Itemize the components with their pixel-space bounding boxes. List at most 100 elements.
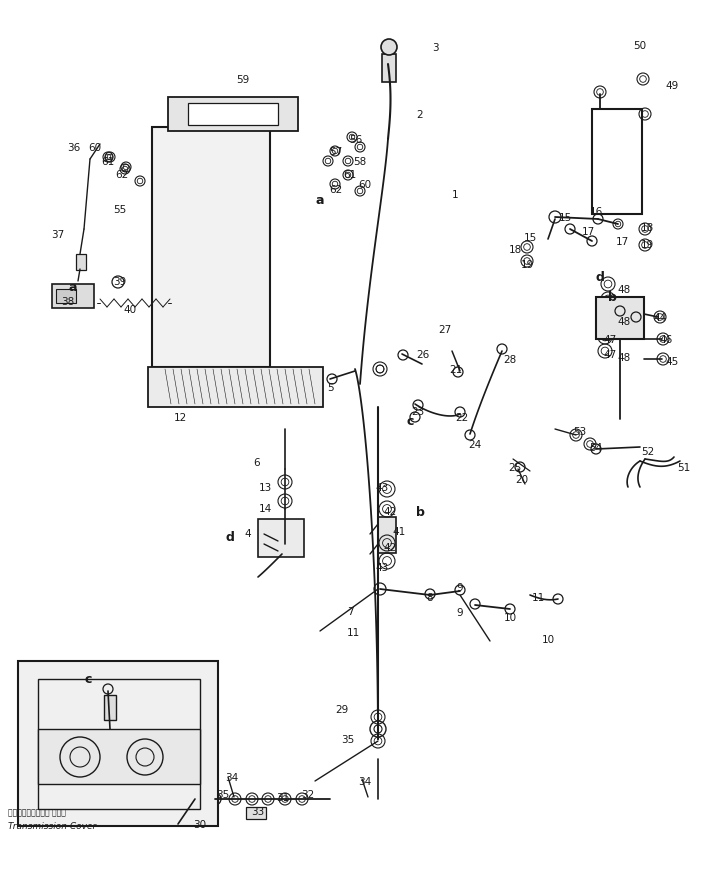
Bar [258, 520, 304, 557]
Text: 11: 11 [531, 593, 545, 602]
Text: 43: 43 [376, 482, 389, 493]
Text: 1: 1 [451, 189, 458, 200]
Text: 52: 52 [642, 447, 655, 456]
Text: a: a [316, 193, 324, 206]
Text: 10: 10 [503, 613, 517, 622]
Bar [38, 729, 200, 784]
Text: 4: 4 [245, 528, 251, 539]
Text: d: d [595, 271, 604, 284]
Text: 6: 6 [253, 457, 260, 468]
Text: 15: 15 [558, 213, 571, 222]
Text: 61: 61 [101, 156, 114, 167]
Text: 29: 29 [336, 704, 349, 714]
Text: 19: 19 [520, 260, 534, 269]
Text: 17: 17 [581, 227, 595, 236]
Text: 34: 34 [359, 776, 371, 786]
Text: トランスミッション カバー: トランスミッション カバー [8, 807, 66, 816]
Text: 2: 2 [417, 109, 423, 120]
Text: 51: 51 [677, 462, 691, 473]
Text: 50: 50 [633, 41, 647, 51]
Bar [18, 661, 218, 826]
Text: 12: 12 [173, 413, 187, 422]
Text: b: b [607, 291, 616, 304]
Text: 33: 33 [251, 806, 265, 816]
Text: 47: 47 [604, 335, 616, 345]
Bar [596, 298, 644, 340]
Text: 34: 34 [225, 773, 239, 782]
Text: 58: 58 [353, 156, 366, 167]
Text: d: d [225, 531, 234, 544]
Text: 25: 25 [508, 462, 522, 473]
Text: 22: 22 [456, 413, 469, 422]
Text: 32: 32 [301, 789, 314, 799]
Text: 35: 35 [341, 734, 355, 744]
Text: 49: 49 [665, 81, 679, 91]
Text: 9: 9 [457, 582, 463, 593]
Bar [148, 368, 323, 408]
Bar [378, 517, 396, 554]
Text: 42: 42 [383, 542, 397, 553]
Text: 60: 60 [359, 180, 371, 189]
Text: 44: 44 [654, 313, 667, 322]
Text: 48: 48 [617, 285, 630, 295]
Bar [76, 255, 86, 270]
Bar [52, 285, 94, 308]
Text: 20: 20 [515, 474, 529, 484]
Bar [382, 55, 396, 83]
Text: 28: 28 [503, 355, 517, 365]
Circle shape [381, 40, 397, 56]
Text: 62: 62 [115, 169, 128, 180]
Text: 41: 41 [392, 527, 406, 536]
Text: 35: 35 [216, 789, 230, 799]
Text: 56: 56 [350, 135, 363, 145]
Text: 39: 39 [114, 276, 126, 287]
Text: 24: 24 [468, 440, 482, 449]
Text: 18: 18 [640, 222, 654, 233]
Text: 55: 55 [114, 205, 126, 215]
Text: 40: 40 [124, 305, 137, 315]
Text: 42: 42 [383, 507, 397, 516]
Text: 47: 47 [604, 349, 616, 360]
Text: 57: 57 [329, 147, 343, 156]
Text: 18: 18 [508, 245, 522, 255]
Text: 43: 43 [376, 562, 389, 573]
Bar [592, 109, 642, 215]
Text: b: b [416, 505, 425, 518]
Bar [188, 104, 278, 126]
Text: 19: 19 [640, 240, 654, 249]
Text: 36: 36 [67, 143, 81, 153]
Text: 3: 3 [432, 43, 438, 53]
Text: 46: 46 [659, 335, 673, 345]
Bar [104, 695, 116, 720]
Text: 26: 26 [416, 349, 430, 360]
Text: 54: 54 [590, 442, 602, 453]
Text: 14: 14 [258, 503, 272, 514]
Text: 5: 5 [326, 382, 333, 393]
Text: 53: 53 [574, 427, 587, 436]
Text: c: c [84, 673, 92, 686]
Bar [38, 680, 200, 809]
Text: a: a [69, 282, 77, 295]
Text: 31: 31 [277, 792, 290, 802]
Bar [152, 128, 270, 368]
Text: 9: 9 [457, 607, 463, 617]
Text: 48: 48 [617, 316, 630, 327]
Text: 61: 61 [343, 169, 357, 180]
Text: 62: 62 [329, 185, 343, 195]
Text: 10: 10 [541, 634, 555, 644]
Text: 59: 59 [237, 75, 250, 85]
Bar [56, 289, 76, 303]
Text: 27: 27 [438, 325, 451, 335]
Bar [168, 98, 298, 132]
Text: 17: 17 [616, 236, 628, 247]
Text: 15: 15 [524, 233, 536, 242]
Text: 38: 38 [61, 296, 74, 307]
Text: 48: 48 [617, 353, 630, 362]
Text: 23: 23 [411, 407, 425, 416]
Text: 21: 21 [449, 365, 463, 375]
Text: c: c [406, 415, 413, 428]
Text: 13: 13 [258, 482, 272, 493]
Text: 30: 30 [194, 819, 206, 829]
Text: 60: 60 [88, 143, 102, 153]
Bar [246, 807, 266, 819]
